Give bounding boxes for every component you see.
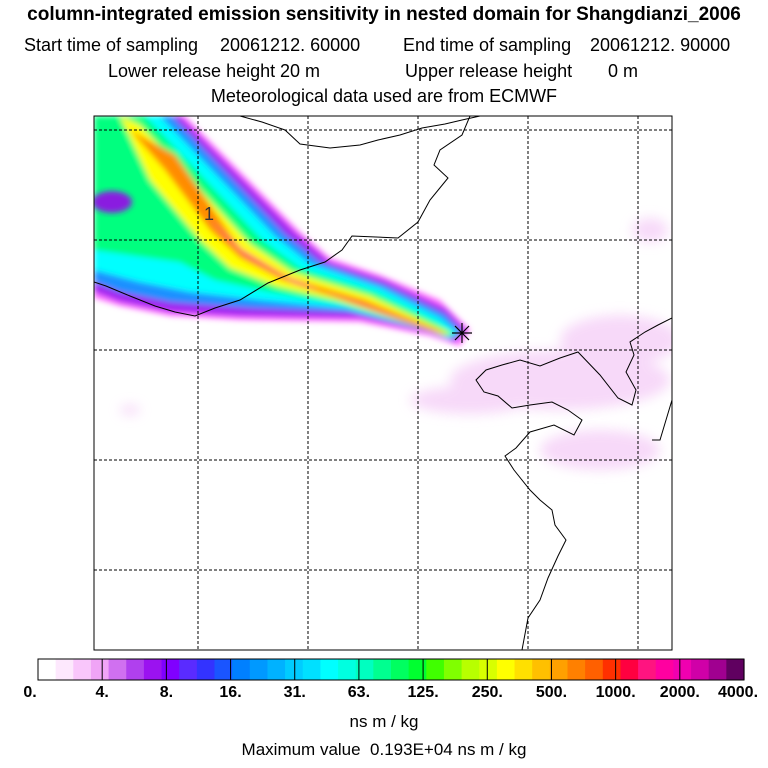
colorbar-ticks bbox=[37, 659, 745, 680]
colorbar-swatch bbox=[73, 659, 92, 680]
colorbar-swatch bbox=[126, 659, 145, 680]
coastline-bay bbox=[94, 116, 471, 317]
colorbar-swatch bbox=[55, 659, 74, 680]
colorbar bbox=[38, 659, 745, 680]
colorbar-swatch bbox=[726, 659, 745, 680]
coastline-east bbox=[652, 399, 672, 441]
plot-title: column-integrated emission sensitivity i… bbox=[27, 4, 741, 25]
maximum-value-label: Maximum value bbox=[241, 740, 361, 759]
colorbar-swatch bbox=[479, 659, 498, 680]
colorbar-swatch bbox=[532, 659, 551, 680]
colorbar-swatch bbox=[285, 659, 304, 680]
colorbar-tick-label: 4. bbox=[95, 684, 109, 701]
plume bbox=[94, 116, 470, 346]
haze-west bbox=[120, 405, 140, 415]
colorbar-tick-label: 125. bbox=[407, 684, 439, 701]
colorbar-swatch bbox=[249, 659, 269, 680]
colorbar-swatch bbox=[90, 659, 110, 680]
colorbar-tick-label: 0. bbox=[23, 684, 37, 701]
colorbar-tick-label: 63. bbox=[347, 684, 371, 701]
colorbar-swatch bbox=[232, 659, 251, 680]
colorbar-tick-label: 2000. bbox=[659, 684, 700, 701]
colorbar-swatch bbox=[461, 659, 480, 680]
colorbar-tick-label: 500. bbox=[535, 684, 568, 701]
colorbar-swatch bbox=[673, 659, 692, 680]
plume-layer-6 bbox=[130, 130, 448, 334]
colorbar-swatch bbox=[196, 659, 216, 680]
end-time-value: 20061212. 90000 bbox=[590, 35, 731, 55]
colorbar-swatch bbox=[179, 659, 198, 680]
colorbar-swatch bbox=[496, 659, 516, 680]
colorbar-tick-label: 16. bbox=[219, 684, 242, 701]
colorbar-swatch bbox=[391, 659, 410, 680]
colorbar-swatch bbox=[443, 659, 463, 680]
colorbar-tick-label: 1000. bbox=[595, 684, 636, 701]
colorbar-swatch bbox=[426, 659, 445, 680]
grid-label: 1 bbox=[204, 204, 214, 224]
colorbar-swatch bbox=[355, 659, 374, 680]
colorbar-tick-label: 250. bbox=[471, 684, 503, 701]
receptor-cross-d2 bbox=[454, 325, 470, 341]
haze-northeast bbox=[560, 315, 672, 365]
map-frame bbox=[93, 115, 673, 651]
end-time-label: End time of sampling bbox=[403, 35, 572, 55]
coastline-peninsula bbox=[475, 317, 672, 650]
western-hotspot bbox=[94, 191, 132, 213]
coastline-north bbox=[239, 116, 481, 149]
lower-release-label: Lower release height bbox=[108, 61, 276, 81]
colorbar-swatch bbox=[38, 659, 57, 680]
colorbar-tick-label: 31. bbox=[283, 684, 306, 701]
colorbar-swatch bbox=[655, 659, 674, 680]
colorbar-units: ns m / kg bbox=[349, 712, 419, 731]
colorbar-swatch bbox=[267, 659, 286, 680]
maximum-value: 0.193E+04 ns m / kg bbox=[370, 740, 527, 759]
colorbar-swatch bbox=[514, 659, 533, 680]
graticule bbox=[94, 116, 672, 650]
colorbar-swatch bbox=[338, 659, 357, 680]
colorbar-tick-label: 4000. bbox=[717, 684, 759, 701]
start-time-value: 20061212. 60000 bbox=[220, 35, 361, 55]
met-data-line: Meteorological data used are from ECMWF bbox=[210, 86, 558, 106]
colorbar-swatch bbox=[708, 659, 727, 680]
colorbar-swatch bbox=[602, 659, 622, 680]
colorbar-swatch bbox=[620, 659, 639, 680]
colorbar-swatch bbox=[691, 659, 710, 680]
upper-release-value: 0 m bbox=[608, 61, 639, 81]
colorbar-tick-label: 8. bbox=[159, 684, 174, 701]
maximum-value-line: Maximum value 0.193E+04 ns m / kg bbox=[0, 740, 768, 760]
colorbar-swatch bbox=[638, 659, 657, 680]
colorbar-swatch bbox=[214, 659, 233, 680]
colorbar-swatch bbox=[143, 659, 163, 680]
colorbar-swatch bbox=[408, 659, 427, 680]
coastlines bbox=[94, 116, 672, 650]
colorbar-swatch bbox=[373, 659, 392, 680]
colorbar-swatch bbox=[161, 659, 180, 680]
colorbar-swatch bbox=[549, 659, 569, 680]
colorbar-swatch bbox=[585, 659, 604, 680]
haze-center bbox=[410, 386, 530, 414]
colorbar-swatch bbox=[108, 659, 127, 680]
haze-north bbox=[632, 218, 668, 242]
receptor-marker bbox=[452, 323, 472, 343]
colorbar-swatch bbox=[302, 659, 321, 680]
lower-release-value: 20 m bbox=[280, 61, 321, 81]
colorbar-swatch bbox=[567, 659, 586, 680]
haze-southeast bbox=[540, 430, 660, 470]
colorbar-swatch bbox=[320, 659, 339, 680]
start-time-label: Start time of sampling bbox=[24, 35, 199, 55]
upper-release-label: Upper release height bbox=[405, 61, 573, 81]
